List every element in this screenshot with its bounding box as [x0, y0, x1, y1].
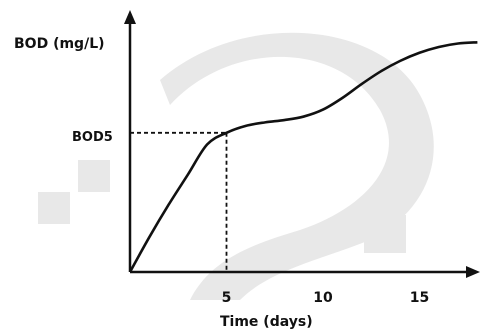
bod-curve: [128, 41, 478, 273]
bod5-label: BOD5: [72, 130, 113, 145]
x-tick-labels: 5 10 15: [222, 290, 430, 306]
y-axis-arrow: [124, 10, 136, 24]
x-tick-label: 5: [222, 290, 232, 306]
x-axis-arrow: [466, 266, 480, 278]
x-axis-label: Time (days): [220, 314, 313, 329]
watermark-logo: [38, 32, 434, 300]
x-tick-label: 15: [410, 290, 429, 306]
y-axis-label: BOD (mg/L): [14, 36, 105, 52]
x-tick-label: 10: [313, 290, 333, 306]
